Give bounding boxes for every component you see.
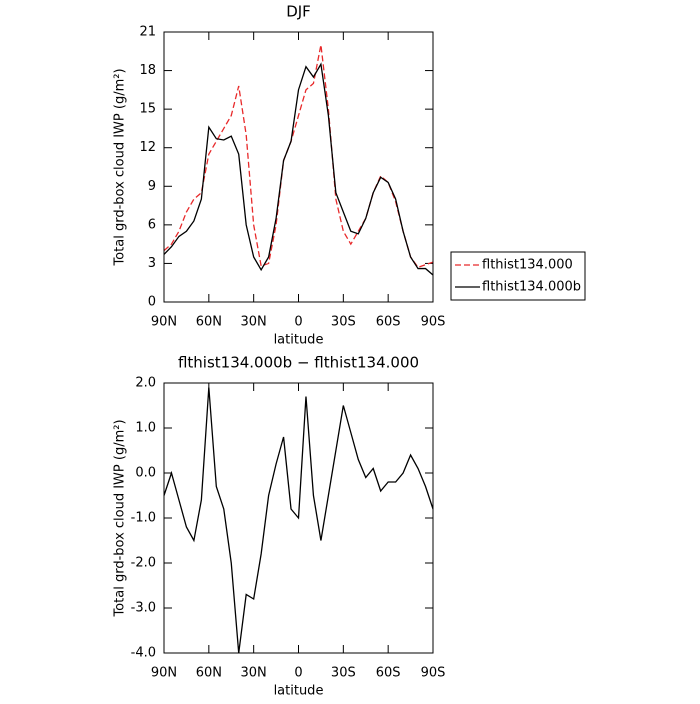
- x-tick-label: 0: [294, 666, 302, 681]
- y-axis-label: Total grd-box cloud IWP (g/m²): [113, 419, 128, 617]
- y-tick-label: 0: [148, 295, 156, 310]
- y-tick-label: 18: [139, 63, 156, 78]
- x-tick-label: 0: [294, 315, 302, 330]
- x-tick-label: 60S: [376, 666, 401, 681]
- x-tick-label: 30N: [241, 666, 267, 681]
- data-line: [163, 387, 434, 654]
- x-tick-label: 60N: [196, 315, 222, 330]
- chart-title: DJF: [286, 3, 311, 21]
- x-tick-label: 60N: [196, 666, 222, 681]
- x-axis-label: latitude: [274, 684, 324, 699]
- x-tick-label: 30S: [331, 666, 356, 681]
- x-tick-label: 90N: [151, 666, 177, 681]
- x-tick-label: 90S: [421, 666, 446, 681]
- y-tick-label: 15: [139, 102, 156, 117]
- x-tick-label: 60S: [376, 315, 401, 330]
- y-tick-label: 21: [139, 25, 156, 40]
- y-axis-label: Total grd-box cloud IWP (g/m²): [113, 68, 128, 266]
- y-tick-label: 6: [148, 217, 156, 232]
- y-tick-label: 9: [148, 179, 156, 194]
- plot-frame: [163, 382, 434, 654]
- y-tick-label: 3: [148, 256, 156, 271]
- x-axis-label: latitude: [274, 333, 324, 348]
- y-tick-label: -1.0: [131, 511, 156, 526]
- data-line: [163, 44, 434, 269]
- data-line: [163, 62, 434, 276]
- x-tick-label: 90N: [151, 315, 177, 330]
- y-tick-label: 0.0: [135, 466, 156, 481]
- y-tick-label: -3.0: [131, 601, 156, 616]
- legend-label: flthist134.000b: [482, 280, 581, 295]
- x-tick-label: 30N: [241, 315, 267, 330]
- x-tick-label: 90S: [421, 315, 446, 330]
- x-tick-label: 30S: [331, 315, 356, 330]
- chart-title: flthist134.000b − flthist134.000: [178, 354, 419, 372]
- y-tick-label: -2.0: [131, 556, 156, 571]
- y-tick-label: 1.0: [135, 421, 156, 436]
- legend-box: [450, 251, 586, 301]
- y-tick-label: -4.0: [131, 646, 156, 661]
- plot-frame: [163, 31, 434, 303]
- y-tick-label: 12: [139, 140, 156, 155]
- legend-label: flthist134.000: [482, 258, 573, 273]
- y-tick-label: 2.0: [135, 376, 156, 391]
